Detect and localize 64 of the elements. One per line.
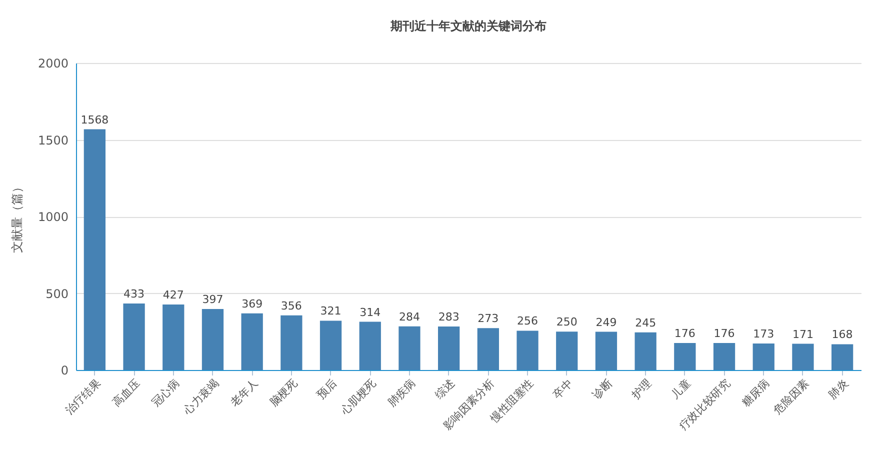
x-tick-label: 肺疾病 <box>385 376 418 410</box>
bar <box>752 343 774 370</box>
x-tick-label: 心力衰竭 <box>180 376 222 418</box>
bar <box>477 328 499 370</box>
bar <box>831 344 854 370</box>
data-label: 433 <box>124 288 145 301</box>
data-label: 356 <box>280 299 302 312</box>
x-tick-label: 诊断 <box>590 376 615 402</box>
bar <box>634 332 656 370</box>
bar <box>438 326 460 370</box>
x-tick-label: 儿童 <box>668 376 694 402</box>
data-label: 256 <box>517 314 538 328</box>
bar <box>674 342 696 370</box>
x-tick-label: 危险因素 <box>771 376 812 418</box>
data-label: 250 <box>556 316 578 329</box>
bar <box>123 304 145 370</box>
y-tick-label: 1000 <box>38 210 68 224</box>
bar <box>280 315 302 370</box>
y-axis-title: 文献量（篇） <box>10 181 24 253</box>
x-tick-label: 卒中 <box>550 376 576 402</box>
data-label: 427 <box>162 288 184 302</box>
y-tick-label: 0 <box>60 364 68 378</box>
data-label: 397 <box>202 293 224 306</box>
data-label: 168 <box>832 328 853 342</box>
x-tick-label: 脑梗死 <box>267 376 300 410</box>
x-tick-label: 肺炎 <box>826 376 851 402</box>
x-tick-label: 高血压 <box>110 376 143 410</box>
x-tick-label: 治疗结果 <box>62 376 104 418</box>
bar <box>516 330 538 370</box>
data-label: 249 <box>596 316 617 329</box>
x-tick-label: 糖尿病 <box>740 376 772 410</box>
data-label: 171 <box>792 328 814 341</box>
bar <box>320 320 342 370</box>
data-label: 321 <box>320 304 342 318</box>
data-label: 283 <box>438 310 460 324</box>
y-tick-label: 1500 <box>38 133 68 148</box>
data-label: 1568 <box>80 113 109 126</box>
data-label: 369 <box>242 297 263 310</box>
data-label: 273 <box>478 312 499 326</box>
data-label: 314 <box>360 306 381 319</box>
data-label: 284 <box>398 310 420 324</box>
data-label: 176 <box>714 326 735 340</box>
x-tick-label: 心肌梗死 <box>338 376 379 418</box>
data-label: 245 <box>635 316 656 330</box>
x-tick-label: 预后 <box>314 376 340 402</box>
bar <box>556 332 578 370</box>
y-tick-label: 2000 <box>38 56 68 70</box>
bar <box>359 322 381 370</box>
chart-title: 期刊近十年文献的关键词分布 <box>390 19 546 33</box>
x-tick-label: 护理 <box>628 376 654 402</box>
y-tick-label: 500 <box>46 286 68 301</box>
x-tick-label: 综述 <box>432 376 458 402</box>
bar <box>202 309 224 370</box>
x-tick-label: 老年人 <box>228 376 261 410</box>
bar <box>241 313 263 370</box>
bar <box>595 332 618 370</box>
bar <box>162 304 184 370</box>
bar <box>84 129 106 370</box>
bar <box>398 326 420 370</box>
x-tick-label: 冠心病 <box>149 376 182 410</box>
bar <box>792 344 814 370</box>
bar <box>713 342 736 370</box>
data-label: 176 <box>674 326 696 340</box>
data-label: 173 <box>753 327 774 340</box>
